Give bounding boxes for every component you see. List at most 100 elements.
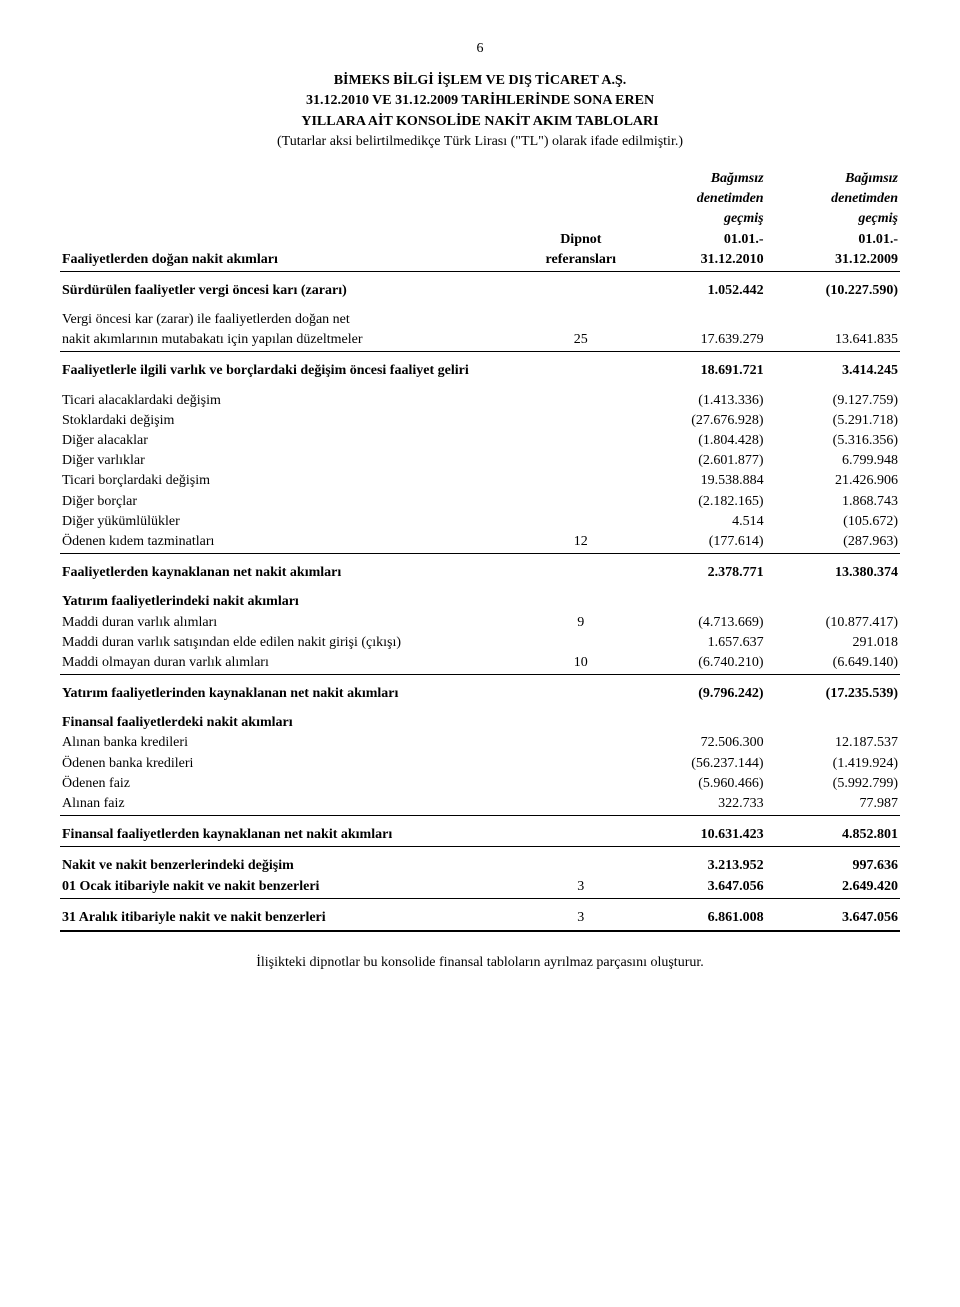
row-label: Ödenen faiz — [60, 774, 530, 794]
note-line: (Tutarlar aksi belirtilmedikçe Türk Lira… — [60, 133, 900, 151]
row-ref — [530, 794, 631, 814]
ref-head-bottom: referansları — [530, 250, 631, 270]
subtitle-line: YILLARA AİT KONSOLİDE NAKİT AKIM TABLOLA… — [60, 113, 900, 131]
row-label: Yatırım faaliyetlerindeki nakit akımları — [60, 583, 530, 612]
row-val: 322.733 — [631, 794, 765, 814]
row-label: Alınan faiz — [60, 794, 530, 814]
row-val: 1.657.637 — [631, 633, 765, 653]
activities-header: Faaliyetlerden doğan nakit akımları — [60, 250, 530, 270]
row-label: Yatırım faaliyetlerinden kaynaklanan net… — [60, 675, 530, 705]
row-val: (5.316.356) — [766, 431, 900, 451]
row-val: (287.963) — [766, 532, 900, 552]
row-ref — [530, 675, 631, 705]
row-label: Nakit ve nakit benzerlerindeki değişim — [60, 847, 530, 877]
row-val: 2.649.420 — [766, 877, 900, 897]
row-val: 77.987 — [766, 794, 900, 814]
row-val: 4.852.801 — [766, 816, 900, 846]
row-label: Ödenen banka kredileri — [60, 754, 530, 774]
row-ref — [530, 431, 631, 451]
row-label: Stoklardaki değişim — [60, 411, 530, 431]
row-val: 2.378.771 — [631, 554, 765, 584]
row-val: 13.641.835 — [766, 330, 900, 350]
row-label: 01 Ocak itibariyle nakit ve nakit benzer… — [60, 877, 530, 897]
row-label: Maddi duran varlık alımları — [60, 613, 530, 633]
row-val: 72.506.300 — [631, 733, 765, 753]
col2-head-b: denetimden — [766, 189, 900, 209]
row-label: Diğer yükümlülükler — [60, 512, 530, 532]
row-val: (6.740.210) — [631, 653, 765, 673]
row-val: (6.649.140) — [766, 653, 900, 673]
row-val: 4.514 — [631, 512, 765, 532]
dates-line: 31.12.2010 VE 31.12.2009 TARİHLERİNDE SO… — [60, 92, 900, 110]
col2-head-d: 01.01.- — [766, 230, 900, 250]
col1-head-c: geçmiş — [631, 209, 765, 229]
row-val: (5.992.799) — [766, 774, 900, 794]
row-val: 13.380.374 — [766, 554, 900, 584]
row-ref — [530, 382, 631, 411]
row-val: 997.636 — [766, 847, 900, 877]
row-val: 12.187.537 — [766, 733, 900, 753]
row-label: 31 Aralık itibariyle nakit ve nakit benz… — [60, 898, 530, 928]
row-ref: 25 — [530, 330, 631, 350]
row-ref: 3 — [530, 898, 631, 928]
row-ref: 12 — [530, 532, 631, 552]
row-label: Sürdürülen faaliyetler vergi öncesi karı… — [60, 271, 530, 301]
row-val: (2.601.877) — [631, 451, 765, 471]
row-label: Maddi olmayan duran varlık alımları — [60, 653, 530, 673]
row-val: (177.614) — [631, 532, 765, 552]
row-val: 1.868.743 — [766, 492, 900, 512]
row-val: (1.804.428) — [631, 431, 765, 451]
row-val: 6.861.008 — [631, 898, 765, 928]
row-ref — [530, 492, 631, 512]
row-val: 21.426.906 — [766, 471, 900, 491]
row-label: Diğer borçlar — [60, 492, 530, 512]
row-label: Ticari borçlardaki değişim — [60, 471, 530, 491]
row-val: (5.960.466) — [631, 774, 765, 794]
row-label: Faaliyetlerle ilgili varlık ve borçlarda… — [60, 352, 530, 382]
row-val: 17.639.279 — [631, 330, 765, 350]
row-val: (17.235.539) — [766, 675, 900, 705]
row-ref: 10 — [530, 653, 631, 673]
row-label: Faaliyetlerden kaynaklanan net nakit akı… — [60, 554, 530, 584]
col2-head-a: Bağımsız — [766, 169, 900, 189]
cashflow-table: Bağımsız Bağımsız denetimden denetimden … — [60, 169, 900, 932]
row-val: (5.291.718) — [766, 411, 900, 431]
row-ref — [530, 411, 631, 431]
row-val: (10.877.417) — [766, 613, 900, 633]
footer-note: İlişikteki dipnotlar bu konsolide finans… — [60, 954, 900, 972]
page-number: 6 — [60, 40, 900, 58]
row-val: 18.691.721 — [631, 352, 765, 382]
row-label: Ticari alacaklardaki değişim — [60, 382, 530, 411]
col2-head-c: geçmiş — [766, 209, 900, 229]
row-val: 3.647.056 — [766, 898, 900, 928]
row-ref: 3 — [530, 877, 631, 897]
row-label: Finansal faaliyetlerden kaynaklanan net … — [60, 816, 530, 846]
row-val: 19.538.884 — [631, 471, 765, 491]
col1-head-a: Bağımsız — [631, 169, 765, 189]
row-val: 3.414.245 — [766, 352, 900, 382]
row-val: (27.676.928) — [631, 411, 765, 431]
row-ref — [530, 733, 631, 753]
row-val: 3.647.056 — [631, 877, 765, 897]
row-val: (9.127.759) — [766, 382, 900, 411]
row-label: Finansal faaliyetlerdeki nakit akımları — [60, 704, 530, 733]
row-ref: 9 — [530, 613, 631, 633]
row-ref — [530, 847, 631, 877]
row-ref — [530, 774, 631, 794]
col1-head-b: denetimden — [631, 189, 765, 209]
row-val: 3.213.952 — [631, 847, 765, 877]
row-val: 10.631.423 — [631, 816, 765, 846]
row-ref — [530, 271, 631, 301]
col1-head-e: 31.12.2010 — [631, 250, 765, 270]
row-val: (10.227.590) — [766, 271, 900, 301]
row-ref — [530, 554, 631, 584]
row-val: 1.052.442 — [631, 271, 765, 301]
row-ref — [530, 512, 631, 532]
row-ref — [530, 754, 631, 774]
row-ref — [530, 352, 631, 382]
company-name: BİMEKS BİLGİ İŞLEM VE DIŞ TİCARET A.Ş. — [60, 72, 900, 90]
row-val: (1.419.924) — [766, 754, 900, 774]
col2-head-e: 31.12.2009 — [766, 250, 900, 270]
row-ref — [530, 471, 631, 491]
row-label: Maddi duran varlık satışından elde edile… — [60, 633, 530, 653]
